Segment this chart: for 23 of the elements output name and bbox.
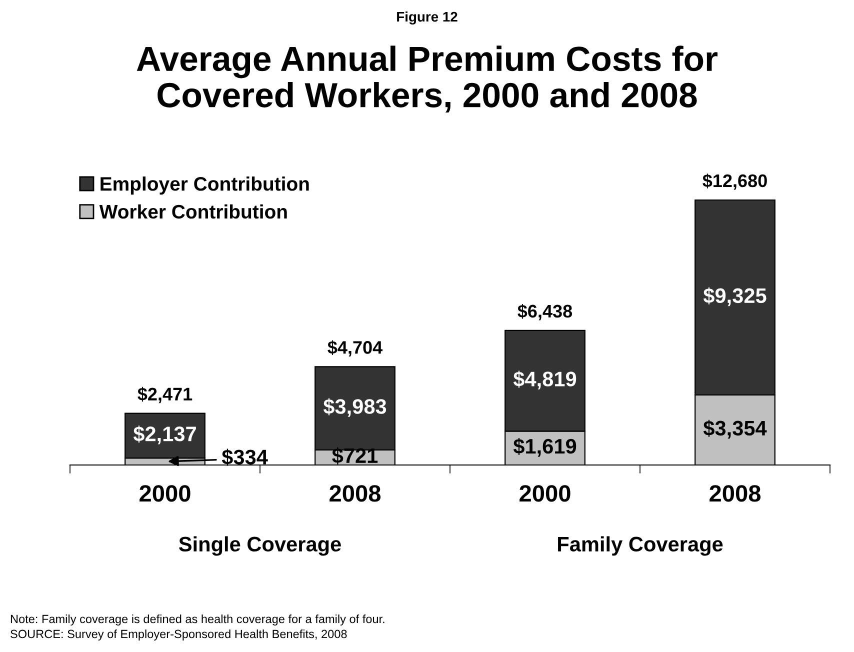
data-label: $4,819 <box>513 370 576 390</box>
text: Single Coverage <box>178 536 341 556</box>
data-label: $9,325 <box>703 287 766 306</box>
total-label: $2,471 <box>138 386 192 404</box>
x-tick-label: 2008 <box>710 485 761 502</box>
chart-title: Average Annual Premium Costs for Covered Workers, 2000 and 2008 <box>136 46 718 112</box>
text: Note: Family coverage is defined as health coverage for a family of four. <box>10 614 384 626</box>
x-tick-label: 2000 <box>520 485 570 502</box>
data-label: $2,137 <box>133 426 196 444</box>
source-note: SOURCE: Survey of Employer-Sponsored Health Benefits, 2008 <box>10 629 347 641</box>
chart-subtitle: Figure 12 <box>397 11 458 25</box>
legend-label: Worker Contribution <box>99 204 287 219</box>
data-label: $3,354 <box>703 420 767 439</box>
text: Family Coverage <box>558 536 723 556</box>
data-label: $1,619 <box>513 438 576 457</box>
total-label: $4,704 <box>328 340 383 356</box>
x-tick-label: 2000 <box>140 485 190 502</box>
total-label: $12,680 <box>702 174 767 190</box>
data-label: $334 <box>222 448 268 466</box>
legend-label: Employer Contribution <box>100 176 309 195</box>
total-label: $6,438 <box>518 304 572 320</box>
data-label: $3,983 <box>323 398 386 417</box>
x-tick-label: 2008 <box>330 485 381 502</box>
